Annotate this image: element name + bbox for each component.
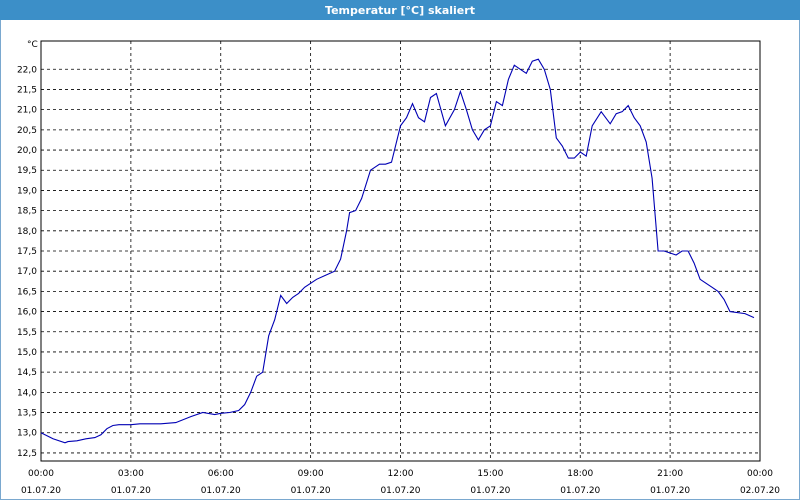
chart-title-bar: Temperatur [°C] skaliert bbox=[0, 0, 800, 20]
y-tick-label: 18,0 bbox=[17, 227, 37, 237]
y-tick-label: 18,5 bbox=[17, 207, 37, 217]
y-tick-label: 15,0 bbox=[17, 348, 37, 358]
x-axis-ticks: 00:00 01.07.20 03:00 01.07.20 06:00 01.07.20 0… bbox=[21, 469, 780, 496]
x-tick-time-label: 00:00 bbox=[28, 469, 54, 479]
y-tick-label: 17,0 bbox=[17, 267, 37, 277]
grid bbox=[41, 41, 760, 461]
x-tick-date-label: 01.07.20 bbox=[111, 486, 151, 496]
y-tick-label: 16,5 bbox=[17, 287, 37, 297]
x-tick-time-label: 15:00 bbox=[477, 469, 503, 479]
y-tick-label: 13,5 bbox=[17, 409, 37, 419]
x-tick-time-label: 06:00 bbox=[208, 469, 234, 479]
x-tick-time-label: 00:00 bbox=[747, 469, 773, 479]
y-tick-label: 17,5 bbox=[17, 247, 37, 257]
chart-frame: 12,5 13,0 13,5 14,0 14,5 15,0 15,5 16,0 16,5 17,0… bbox=[0, 20, 800, 500]
x-tick-time-label: 09:00 bbox=[298, 469, 324, 479]
y-tick-label: 20,0 bbox=[17, 146, 37, 156]
x-tick-time-label: 18:00 bbox=[567, 469, 593, 479]
x-tick-date-label: 01.07.20 bbox=[291, 486, 331, 496]
x-tick-date-label: 01.07.20 bbox=[560, 486, 600, 496]
plot-area-border bbox=[40, 40, 761, 462]
x-tick-date-label: 01.07.20 bbox=[21, 486, 61, 496]
series-group bbox=[40, 58, 755, 444]
x-tick-date-label: 01.07.20 bbox=[470, 486, 510, 496]
x-tick-time-label: 12:00 bbox=[388, 469, 414, 479]
y-tick-label: 12,5 bbox=[17, 449, 37, 459]
chart-title: Temperatur [°C] skaliert bbox=[325, 3, 475, 17]
temperature-chart: 12,5 13,0 13,5 14,0 14,5 15,0 15,5 16,0 16,5 17,0… bbox=[17, 40, 780, 496]
x-tick-date-label: 01.07.20 bbox=[380, 486, 420, 496]
y-axis-ticks: 12,5 13,0 13,5 14,0 14,5 15,0 15,5 16,0 16,5 17,0… bbox=[17, 65, 37, 459]
temperature-series-line bbox=[40, 58, 755, 444]
y-tick-label: 14,5 bbox=[17, 368, 37, 378]
y-tick-label: 21,5 bbox=[17, 85, 37, 95]
x-tick-time-label: 03:00 bbox=[118, 469, 144, 479]
y-tick-label: 19,0 bbox=[17, 186, 37, 196]
y-tick-label: 19,5 bbox=[17, 166, 37, 176]
y-tick-label: 22,0 bbox=[17, 65, 37, 75]
y-tick-label: 13,0 bbox=[17, 429, 37, 439]
x-tick-time-label: 21:00 bbox=[657, 469, 683, 479]
x-tick-date-label: 01.07.20 bbox=[201, 486, 241, 496]
y-tick-label: 20,5 bbox=[17, 126, 37, 136]
y-tick-label: 21,0 bbox=[17, 106, 37, 116]
y-tick-label: 14,0 bbox=[17, 388, 37, 398]
x-tick-date-label: 02.07.20 bbox=[740, 486, 780, 496]
y-tick-label: 16,0 bbox=[17, 308, 37, 318]
y-tick-label: 15,5 bbox=[17, 328, 37, 338]
y-axis-unit-label: °C bbox=[27, 40, 38, 50]
x-tick-date-label: 01.07.20 bbox=[650, 486, 690, 496]
